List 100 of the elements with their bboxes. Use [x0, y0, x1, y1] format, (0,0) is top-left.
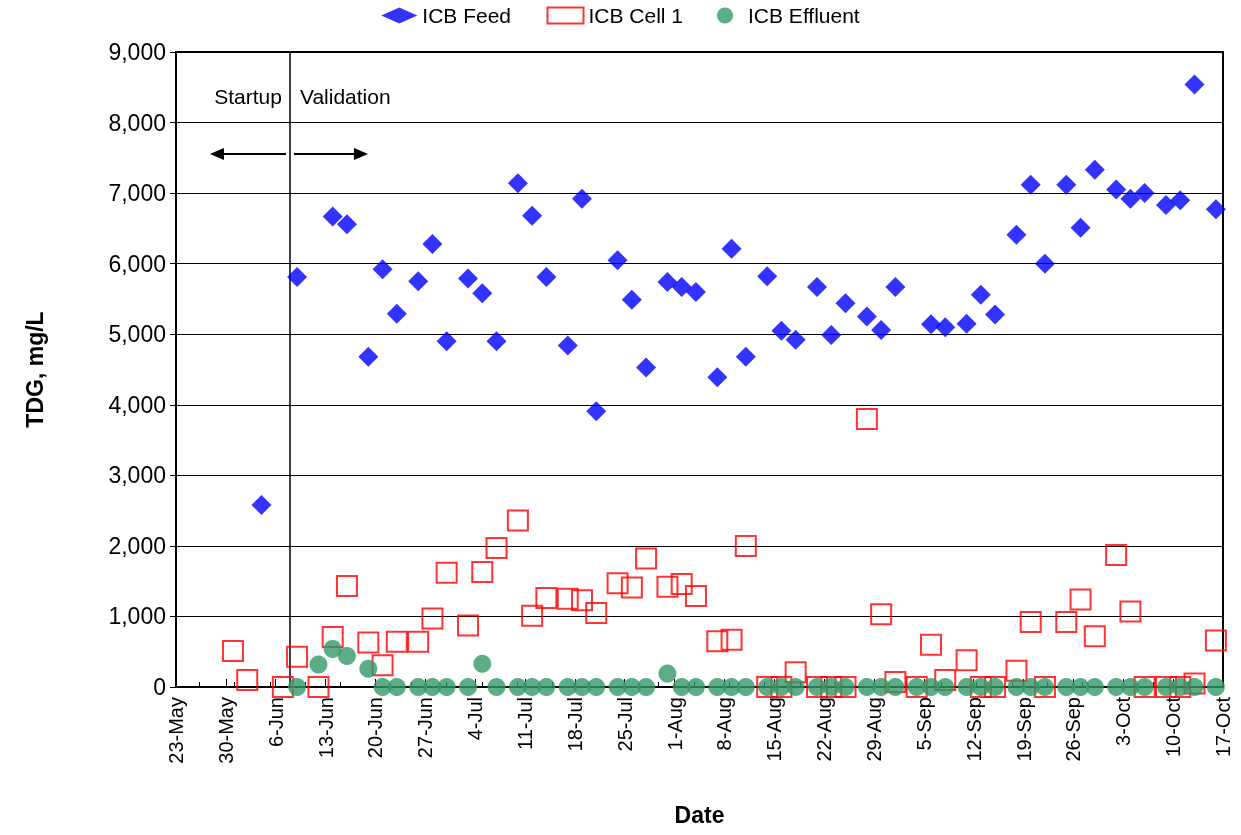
x-tick-label: 17-Oct	[1212, 696, 1234, 758]
point	[720, 628, 743, 651]
legend-label: ICB Effluent	[748, 4, 860, 27]
point	[1185, 678, 1204, 696]
point	[422, 233, 443, 254]
x-tick-label: 5-Sep	[912, 697, 935, 751]
point	[1156, 195, 1177, 216]
point	[372, 259, 393, 280]
point	[423, 678, 442, 696]
point	[1069, 588, 1092, 611]
point	[507, 173, 528, 194]
point	[457, 614, 480, 637]
point	[337, 646, 356, 665]
point	[1020, 174, 1041, 195]
annotation: Validation	[299, 84, 391, 108]
point	[621, 289, 642, 310]
point	[821, 324, 842, 345]
point	[786, 678, 805, 696]
point	[535, 587, 558, 610]
point	[1055, 611, 1078, 634]
legend-label: ICB Feed	[422, 4, 512, 27]
x-tick-label: 18-Jul	[563, 697, 586, 752]
point	[437, 678, 456, 696]
point	[536, 267, 557, 288]
point	[708, 678, 727, 696]
point	[784, 661, 807, 684]
point	[934, 668, 957, 691]
x-tick-label: 30-May	[214, 697, 237, 764]
point	[271, 676, 294, 698]
point	[537, 678, 556, 696]
point	[807, 276, 828, 297]
y-tick-label: 4,000	[108, 391, 166, 418]
x-tick-label: 10-Oct	[1162, 696, 1185, 758]
point	[1105, 544, 1128, 567]
x-tick-label: 3-Oct	[1112, 696, 1135, 746]
point	[435, 561, 458, 584]
x-tick-label: 11-Jul	[514, 697, 536, 750]
point	[1085, 678, 1104, 696]
point	[884, 671, 907, 694]
point	[1121, 678, 1140, 696]
point	[1034, 253, 1055, 274]
point	[1205, 199, 1226, 220]
point	[855, 407, 878, 430]
point	[506, 509, 529, 532]
point	[1005, 659, 1028, 682]
point	[1070, 217, 1091, 238]
point	[706, 630, 729, 653]
point	[323, 639, 342, 658]
x-tick-label: 12-Sep	[962, 697, 985, 762]
x-tick-label: 19-Sep	[1012, 697, 1035, 762]
point	[358, 346, 379, 367]
point	[407, 630, 430, 653]
point	[684, 584, 707, 607]
point	[486, 331, 507, 352]
x-tick-label: 26-Sep	[1062, 697, 1085, 762]
point	[586, 401, 607, 422]
point	[307, 676, 330, 698]
point	[359, 659, 378, 678]
point	[757, 266, 778, 287]
point	[371, 654, 394, 677]
point	[734, 534, 757, 557]
y-tick-label: 3,000	[108, 462, 166, 489]
x-tick-label: 6-Jun	[264, 697, 287, 748]
point	[587, 678, 606, 696]
point	[458, 268, 479, 289]
y-tick-label: 8,000	[108, 109, 166, 136]
point	[473, 654, 492, 673]
x-tick-label: 1-Aug	[663, 697, 686, 751]
point	[386, 303, 407, 324]
x-tick-label: 20-Jun	[364, 697, 387, 759]
y-tick-label: 7,000	[108, 180, 166, 207]
point	[286, 645, 309, 668]
point	[656, 575, 679, 598]
point	[571, 188, 592, 209]
point	[521, 604, 544, 627]
x-tick-label: 25-Jul	[613, 697, 636, 752]
x-tick-label: 23-May	[165, 697, 187, 764]
x-tick-label: 29-Aug	[863, 697, 885, 762]
point	[735, 346, 756, 367]
point	[1084, 159, 1105, 180]
point	[336, 214, 357, 235]
y-tick-label: 0	[153, 674, 166, 700]
point	[871, 319, 892, 340]
point	[936, 678, 955, 696]
point	[421, 607, 444, 630]
point	[556, 587, 579, 610]
point	[670, 572, 693, 595]
point	[1204, 629, 1227, 652]
point	[956, 313, 977, 334]
point	[570, 589, 593, 612]
point	[387, 678, 406, 696]
point	[671, 276, 692, 297]
point	[886, 678, 905, 696]
x-tick-label: 27-Jun	[414, 697, 437, 759]
point	[970, 284, 991, 305]
point	[322, 206, 343, 227]
point	[635, 547, 658, 570]
point	[585, 601, 608, 624]
point	[1119, 600, 1142, 623]
x-tick-label: 13-Jun	[314, 697, 337, 759]
